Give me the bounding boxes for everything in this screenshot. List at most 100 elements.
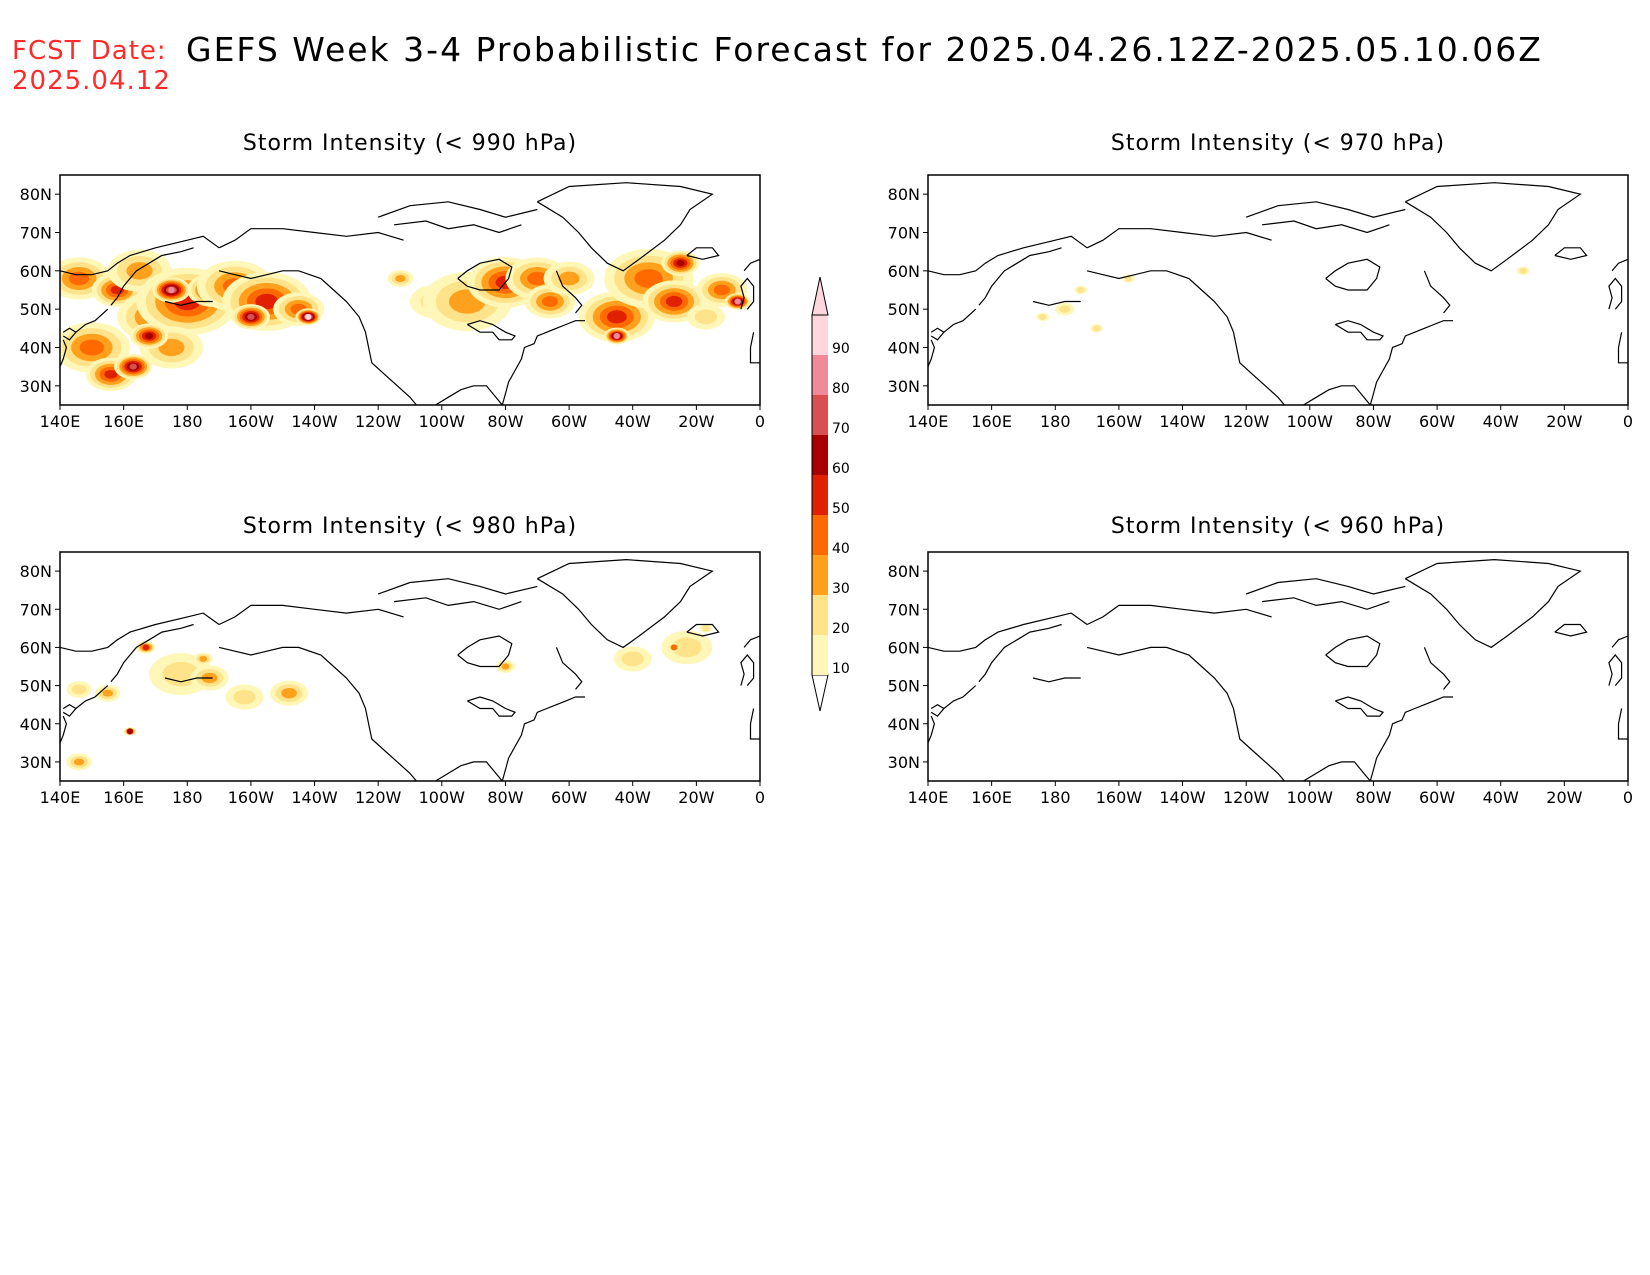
lat-tick-label: 50N	[20, 677, 52, 696]
lat-tick-label: 40N	[888, 715, 920, 734]
coastlines	[60, 182, 760, 405]
probability-cell	[541, 296, 559, 307]
coastline	[218, 270, 417, 405]
lat-tick-label: 30N	[20, 377, 52, 396]
lon-tick-label: 0	[755, 412, 765, 431]
map-frame	[927, 174, 1629, 406]
lon-tick-label: 80W	[487, 412, 523, 431]
coastline	[1554, 247, 1588, 260]
map-frame	[59, 174, 761, 406]
coastline	[62, 704, 77, 717]
coastline	[1369, 320, 1453, 405]
lon-tick-label: 160W	[228, 412, 275, 431]
coastline	[1325, 258, 1381, 291]
coastline	[930, 704, 945, 717]
probability-cell	[1077, 287, 1085, 293]
colorbar-label: 10	[832, 661, 850, 677]
lat-tick-label: 50N	[888, 300, 920, 319]
lon-tick-label: 60W	[551, 412, 587, 431]
coastline	[978, 247, 1062, 306]
lon-tick-label: 160W	[1096, 412, 1143, 431]
coastline	[1086, 228, 1272, 249]
colorbar-label: 90	[832, 341, 850, 357]
lon-tick-label: 40W	[1483, 788, 1519, 807]
probability-cell	[233, 689, 256, 705]
colorbar-label: 80	[832, 381, 850, 397]
lon-tick-label: 120W	[1223, 788, 1270, 807]
coastline	[749, 708, 760, 740]
coastline	[1611, 258, 1628, 272]
probability-cell	[247, 313, 255, 320]
lon-tick-label: 180	[172, 412, 203, 431]
lat-tick-label: 70N	[888, 600, 920, 619]
probability-cell	[634, 269, 663, 288]
probability-cell	[127, 728, 133, 735]
coastline	[1245, 201, 1406, 218]
coastline	[164, 300, 213, 306]
lon-tick-label: 160E	[103, 788, 144, 807]
probability-cell	[1092, 325, 1101, 332]
panel-title: Storm Intensity (< 980 hPa)	[242, 514, 578, 539]
panel-title: Storm Intensity (< 990 hPa)	[242, 131, 578, 156]
coastline	[1086, 646, 1285, 781]
coastline	[457, 635, 513, 668]
coastline	[1262, 597, 1390, 610]
lon-tick-label: 40W	[1483, 412, 1519, 431]
probability-cell	[694, 309, 718, 325]
lat-tick-label: 80N	[20, 562, 52, 581]
lon-tick-label: 100W	[1287, 788, 1334, 807]
coastline	[1086, 270, 1285, 405]
lon-tick-label: 140W	[1159, 788, 1206, 807]
probability-field	[1036, 266, 1530, 333]
lon-tick-label: 140W	[1159, 412, 1206, 431]
forecast-date-label: FCST Date:	[12, 36, 167, 66]
probability-cell	[162, 661, 200, 687]
lon-tick-label: 140E	[908, 412, 949, 431]
lon-tick-label: 20W	[678, 412, 714, 431]
coastline	[686, 247, 720, 260]
lat-tick-label: 30N	[888, 377, 920, 396]
coastline	[1334, 320, 1384, 341]
coastline	[555, 647, 583, 690]
coastline	[943, 685, 977, 709]
probability-cell	[71, 684, 87, 695]
probability-cell	[395, 275, 406, 282]
coastline	[928, 715, 936, 744]
coastline	[377, 578, 538, 595]
lon-tick-label: 140W	[291, 412, 338, 431]
colorbar-segment	[812, 395, 828, 435]
probability-cell	[613, 333, 620, 339]
coastline	[1608, 277, 1623, 310]
colorbar-label: 50	[832, 501, 850, 517]
coastlines	[60, 558, 760, 781]
map-panel-p990: 140E 160E 180 160W 140W 120W 100W 80W 60W 40W 20W 0…	[20, 174, 765, 431]
coastline	[1032, 677, 1081, 683]
coastline	[75, 308, 109, 333]
probability-cell	[126, 262, 153, 280]
lat-tick-label: 40N	[888, 339, 920, 358]
lat-tick-label: 40N	[20, 339, 52, 358]
colorbar: 10 20 30 40 50 60 70 80 90	[811, 276, 850, 712]
lon-tick-label: 120W	[1223, 412, 1270, 431]
coastline	[1617, 332, 1628, 364]
coastline	[1086, 604, 1272, 626]
probability-cell	[168, 287, 175, 293]
colorbar-segment	[812, 595, 828, 635]
map-frame	[59, 551, 761, 782]
lon-tick-label: 0	[1623, 412, 1633, 431]
forecast-date-block: FCST Date: 2025.04.12	[12, 36, 171, 96]
coastline	[60, 612, 220, 652]
coastline	[928, 339, 936, 368]
coastline	[1262, 220, 1390, 234]
probability-cell	[199, 655, 208, 662]
lon-tick-label: 120W	[355, 788, 402, 807]
lat-tick-label: 50N	[888, 677, 920, 696]
colorbar-segment	[812, 355, 828, 395]
probability-cell	[501, 663, 510, 670]
coastline	[1404, 182, 1582, 272]
probability-cell	[129, 363, 137, 370]
coastline	[394, 597, 522, 610]
coastline	[435, 761, 503, 781]
colorbar-segment	[812, 635, 828, 675]
